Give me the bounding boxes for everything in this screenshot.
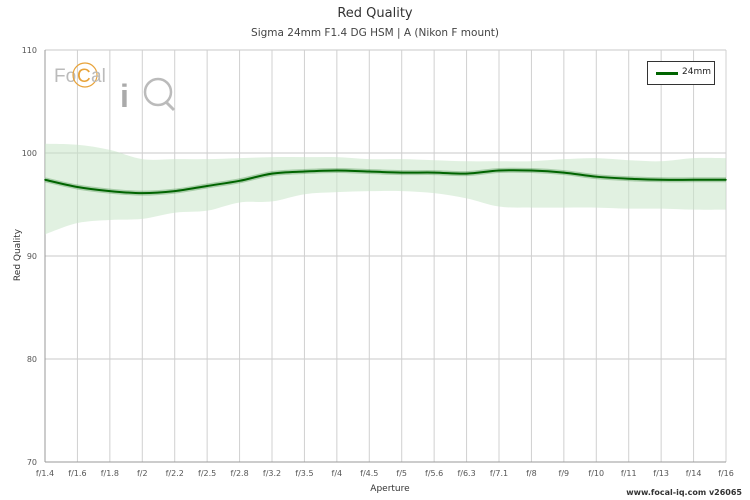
chart-title: Red Quality [337,6,413,21]
data-point [498,169,500,172]
x-tick-label: f/1.8 [101,469,119,478]
series-lines [44,167,727,196]
x-tick-label: f/6.3 [457,469,475,478]
data-point [368,170,371,173]
x-tick-label: f/2.2 [166,469,184,478]
band-24mm [45,143,726,235]
data-point [692,178,695,181]
x-tick-label: f/1.4 [36,469,54,478]
x-tick-label: f/1.6 [68,469,86,478]
data-point [627,177,630,180]
x-tick-label: f/9 [559,469,570,478]
x-tick-label: f/4.5 [360,469,378,478]
svg-text:al: al [91,66,106,87]
data-point [44,178,46,181]
data-point [76,186,79,188]
chart-subtitle: Sigma 24mm F1.4 DG HSM | A (Nikon F moun… [251,27,499,39]
x-tick-label: f/2 [137,469,148,478]
focal-iq-logo: Fo C al i [54,62,176,114]
y-tick-label: 80 [27,355,37,364]
x-tick-label: f/3.5 [295,469,313,478]
x-tick-label: f/5.6 [425,469,443,478]
x-tick-label: f/11 [621,469,637,478]
data-point [433,171,435,174]
legend: 24mm [647,61,715,85]
x-tick-label: f/13 [653,469,669,478]
footer-text: www.focal-iq.com v26065 [626,488,742,497]
x-tick-labels: f/1.4 f/1.6 f/1.8 f/2 f/2.2 f/2.5 f/2.8 f/3.2 f/… [36,469,734,478]
data-point [303,170,306,173]
svg-text:Fo: Fo [54,66,76,87]
x-tick-label: f/8 [526,469,537,478]
y-tick-label: 70 [27,458,37,467]
data-point [109,190,111,192]
data-point [660,178,662,181]
y-tick-label: 90 [27,252,37,261]
y-tick-label: 110 [22,46,37,55]
legend-swatch-24mm [656,72,678,75]
x-tick-label: f/2.5 [198,469,216,478]
x-tick-label: f/5 [396,469,407,478]
data-point [271,172,273,175]
x-tick-label: f/4 [332,469,343,478]
series-line-24mm [44,169,726,195]
data-point [141,192,144,194]
grid-lines [44,49,727,463]
data-point [465,172,468,175]
x-tick-label: f/14 [686,469,702,478]
x-tick-label: f/3.2 [263,469,281,478]
svg-text:C: C [77,66,91,87]
x-tick-label: f/16 [718,469,734,478]
x-tick-label: f/7.1 [490,469,508,478]
svg-text:i: i [120,78,129,114]
x-tick-label: f/2.8 [230,469,248,478]
data-point [336,169,338,172]
legend-label-24mm: 24mm [682,67,711,77]
data-point [595,175,598,178]
data-point [725,178,727,181]
data-point [173,190,176,192]
quality-range-band [45,143,726,235]
data-point [238,180,241,182]
data-point [400,171,403,174]
data-point [206,185,208,187]
data-point [563,171,565,174]
data-point [530,169,533,172]
y-tick-labels: 70 80 90 100 110 [22,46,37,467]
x-axis-label: Aperture [370,484,410,494]
y-tick-label: 100 [22,149,37,158]
x-tick-label: f/10 [588,469,604,478]
